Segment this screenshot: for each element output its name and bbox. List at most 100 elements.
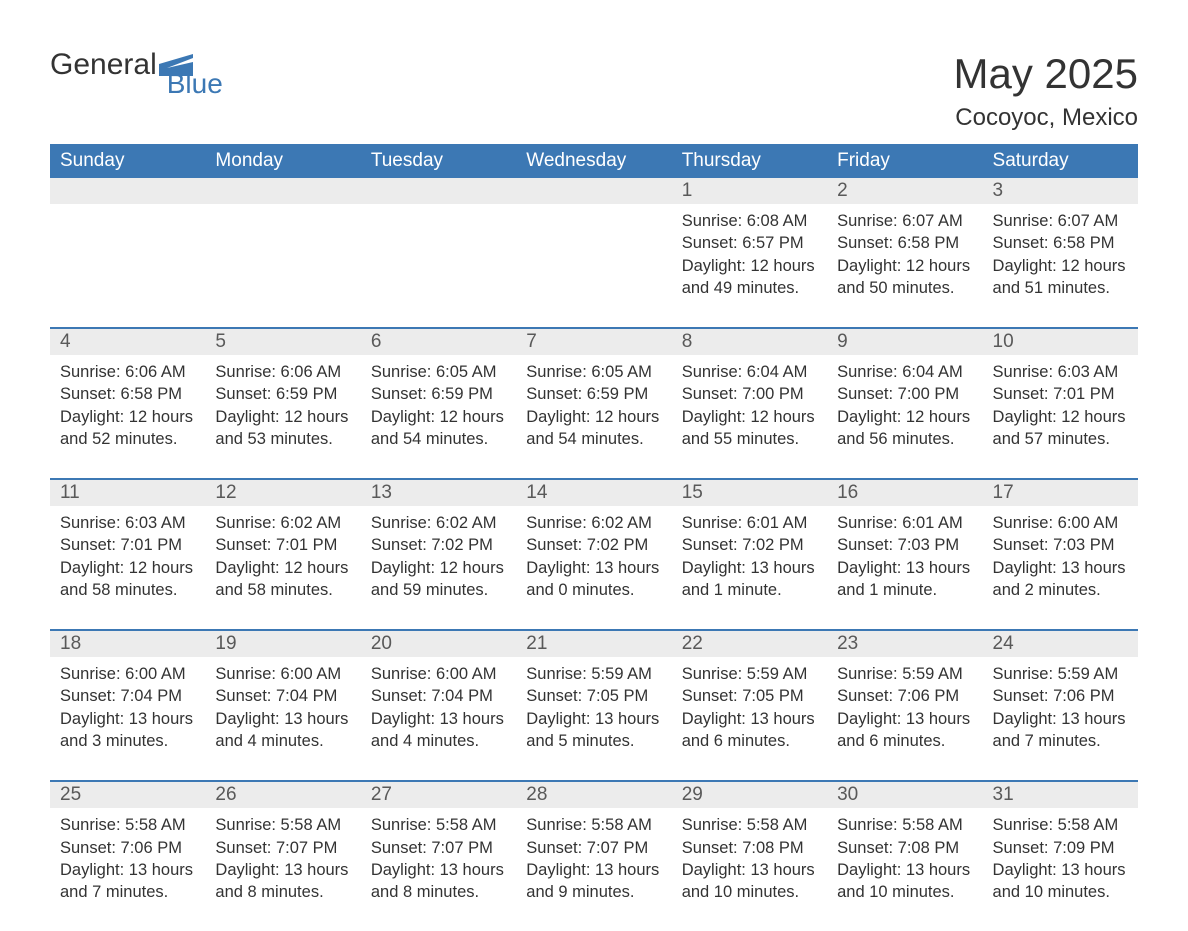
sunset-line: Sunset: 7:04 PM	[371, 685, 506, 707]
day-body: Sunrise: 6:05 AMSunset: 6:59 PMDaylight:…	[516, 355, 671, 478]
week-row: 25Sunrise: 5:58 AMSunset: 7:06 PMDayligh…	[50, 781, 1138, 931]
day-body: Sunrise: 5:58 AMSunset: 7:08 PMDaylight:…	[827, 808, 982, 931]
dow-wednesday: Wednesday	[516, 144, 671, 178]
sunrise-line: Sunrise: 6:05 AM	[526, 361, 661, 383]
day-number-empty	[205, 178, 360, 204]
sunrise-line: Sunrise: 6:06 AM	[60, 361, 195, 383]
sunrise-line: Sunrise: 6:00 AM	[215, 663, 350, 685]
day-number: 10	[983, 329, 1138, 355]
day-cell: 22Sunrise: 5:59 AMSunset: 7:05 PMDayligh…	[672, 630, 827, 781]
day-cell	[50, 178, 205, 328]
sunset-line: Sunset: 7:07 PM	[526, 837, 661, 859]
sunrise-line: Sunrise: 6:04 AM	[837, 361, 972, 383]
sunrise-line: Sunrise: 5:58 AM	[60, 814, 195, 836]
day-body: Sunrise: 6:08 AMSunset: 6:57 PMDaylight:…	[672, 204, 827, 327]
week-row: 18Sunrise: 6:00 AMSunset: 7:04 PMDayligh…	[50, 630, 1138, 781]
sunset-line: Sunset: 7:02 PM	[526, 534, 661, 556]
daylight-line: Daylight: 13 hours and 8 minutes.	[215, 859, 350, 904]
sunrise-line: Sunrise: 6:04 AM	[682, 361, 817, 383]
day-cell	[205, 178, 360, 328]
sunset-line: Sunset: 7:06 PM	[60, 837, 195, 859]
day-number: 23	[827, 631, 982, 657]
daylight-line: Daylight: 13 hours and 6 minutes.	[837, 708, 972, 753]
sunrise-line: Sunrise: 5:59 AM	[682, 663, 817, 685]
day-number: 7	[516, 329, 671, 355]
day-cell: 13Sunrise: 6:02 AMSunset: 7:02 PMDayligh…	[361, 479, 516, 630]
day-cell: 3Sunrise: 6:07 AMSunset: 6:58 PMDaylight…	[983, 178, 1138, 328]
calendar-body: 1Sunrise: 6:08 AMSunset: 6:57 PMDaylight…	[50, 178, 1138, 931]
dow-tuesday: Tuesday	[361, 144, 516, 178]
day-number: 17	[983, 480, 1138, 506]
calendar-table: Sunday Monday Tuesday Wednesday Thursday…	[50, 144, 1138, 931]
dow-row: Sunday Monday Tuesday Wednesday Thursday…	[50, 144, 1138, 178]
day-number: 16	[827, 480, 982, 506]
day-cell: 27Sunrise: 5:58 AMSunset: 7:07 PMDayligh…	[361, 781, 516, 931]
day-cell	[516, 178, 671, 328]
daylight-line: Daylight: 13 hours and 7 minutes.	[993, 708, 1128, 753]
week-row: 4Sunrise: 6:06 AMSunset: 6:58 PMDaylight…	[50, 328, 1138, 479]
sunrise-line: Sunrise: 5:59 AM	[837, 663, 972, 685]
sunset-line: Sunset: 7:03 PM	[837, 534, 972, 556]
dow-saturday: Saturday	[983, 144, 1138, 178]
sunset-line: Sunset: 7:06 PM	[837, 685, 972, 707]
day-body: Sunrise: 6:02 AMSunset: 7:01 PMDaylight:…	[205, 506, 360, 629]
daylight-line: Daylight: 13 hours and 4 minutes.	[371, 708, 506, 753]
week-row: 1Sunrise: 6:08 AMSunset: 6:57 PMDaylight…	[50, 178, 1138, 328]
day-number: 3	[983, 178, 1138, 204]
dow-monday: Monday	[205, 144, 360, 178]
sunset-line: Sunset: 7:07 PM	[371, 837, 506, 859]
daylight-line: Daylight: 12 hours and 58 minutes.	[215, 557, 350, 602]
daylight-line: Daylight: 13 hours and 1 minute.	[837, 557, 972, 602]
sunset-line: Sunset: 7:00 PM	[682, 383, 817, 405]
sunrise-line: Sunrise: 6:02 AM	[215, 512, 350, 534]
day-number: 29	[672, 782, 827, 808]
sunrise-line: Sunrise: 6:01 AM	[837, 512, 972, 534]
daylight-line: Daylight: 13 hours and 6 minutes.	[682, 708, 817, 753]
sunset-line: Sunset: 6:58 PM	[60, 383, 195, 405]
day-body: Sunrise: 6:06 AMSunset: 6:58 PMDaylight:…	[50, 355, 205, 478]
daylight-line: Daylight: 12 hours and 52 minutes.	[60, 406, 195, 451]
day-cell: 30Sunrise: 5:58 AMSunset: 7:08 PMDayligh…	[827, 781, 982, 931]
day-body: Sunrise: 6:04 AMSunset: 7:00 PMDaylight:…	[672, 355, 827, 478]
daylight-line: Daylight: 12 hours and 49 minutes.	[682, 255, 817, 300]
sunset-line: Sunset: 7:01 PM	[993, 383, 1128, 405]
sunset-line: Sunset: 7:06 PM	[993, 685, 1128, 707]
sunrise-line: Sunrise: 6:02 AM	[371, 512, 506, 534]
daylight-line: Daylight: 12 hours and 54 minutes.	[526, 406, 661, 451]
daylight-line: Daylight: 13 hours and 8 minutes.	[371, 859, 506, 904]
sunset-line: Sunset: 7:01 PM	[215, 534, 350, 556]
day-number: 26	[205, 782, 360, 808]
sunset-line: Sunset: 7:02 PM	[682, 534, 817, 556]
daylight-line: Daylight: 12 hours and 57 minutes.	[993, 406, 1128, 451]
day-cell: 9Sunrise: 6:04 AMSunset: 7:00 PMDaylight…	[827, 328, 982, 479]
day-cell: 19Sunrise: 6:00 AMSunset: 7:04 PMDayligh…	[205, 630, 360, 781]
day-number: 2	[827, 178, 982, 204]
day-number: 1	[672, 178, 827, 204]
day-body: Sunrise: 6:03 AMSunset: 7:01 PMDaylight:…	[50, 506, 205, 629]
day-body: Sunrise: 6:06 AMSunset: 6:59 PMDaylight:…	[205, 355, 360, 478]
dow-friday: Friday	[827, 144, 982, 178]
sunrise-line: Sunrise: 5:58 AM	[837, 814, 972, 836]
day-number: 30	[827, 782, 982, 808]
daylight-line: Daylight: 13 hours and 4 minutes.	[215, 708, 350, 753]
day-number: 13	[361, 480, 516, 506]
day-body: Sunrise: 6:00 AMSunset: 7:04 PMDaylight:…	[205, 657, 360, 780]
day-number: 25	[50, 782, 205, 808]
daylight-line: Daylight: 13 hours and 1 minute.	[682, 557, 817, 602]
day-body-empty	[516, 204, 671, 294]
day-number: 22	[672, 631, 827, 657]
daylight-line: Daylight: 13 hours and 2 minutes.	[993, 557, 1128, 602]
day-body-empty	[50, 204, 205, 294]
day-cell: 5Sunrise: 6:06 AMSunset: 6:59 PMDaylight…	[205, 328, 360, 479]
day-body: Sunrise: 6:07 AMSunset: 6:58 PMDaylight:…	[827, 204, 982, 327]
day-number: 6	[361, 329, 516, 355]
day-number: 14	[516, 480, 671, 506]
day-body: Sunrise: 5:58 AMSunset: 7:07 PMDaylight:…	[361, 808, 516, 931]
sunset-line: Sunset: 7:05 PM	[526, 685, 661, 707]
day-cell: 8Sunrise: 6:04 AMSunset: 7:00 PMDaylight…	[672, 328, 827, 479]
daylight-line: Daylight: 12 hours and 56 minutes.	[837, 406, 972, 451]
sunset-line: Sunset: 7:04 PM	[60, 685, 195, 707]
sunset-line: Sunset: 7:04 PM	[215, 685, 350, 707]
dow-thursday: Thursday	[672, 144, 827, 178]
sunrise-line: Sunrise: 6:00 AM	[60, 663, 195, 685]
